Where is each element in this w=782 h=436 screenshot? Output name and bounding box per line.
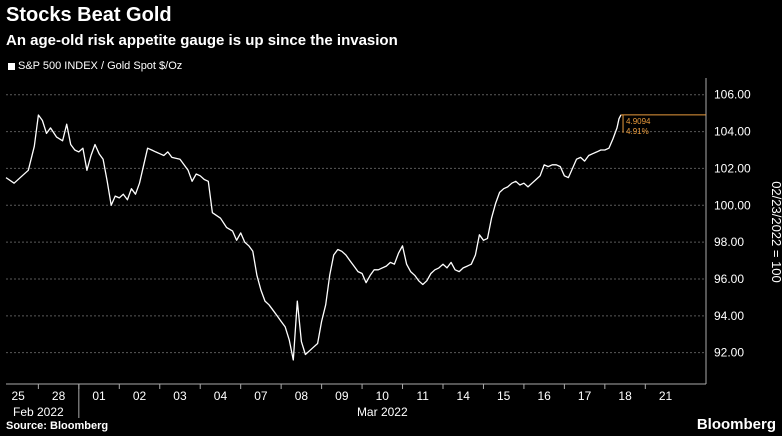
xtick-label-8: 09	[335, 389, 349, 403]
chart-subtitle: An age-old risk appetite gauge is up sin…	[6, 32, 398, 49]
ytick-label-4: 100.00	[714, 198, 751, 212]
ytick-label-2: 96.00	[714, 272, 744, 286]
chart-title: Stocks Beat Gold	[6, 4, 172, 26]
series-line-0	[5, 114, 622, 361]
xgroup-label-1: Mar 2022	[357, 405, 408, 419]
axes: 92.00 94.00 96.00 98.00 100.00 102.00 104.00 10…	[6, 78, 782, 419]
y-axis-title: 02/23/2022 = 100	[769, 181, 782, 283]
source-note: Source: Bloomberg	[6, 420, 109, 432]
ytick-label-5: 102.00	[714, 161, 751, 175]
xgroup-label-0: Feb 2022	[13, 405, 64, 419]
xtick-label-11: 14	[457, 389, 471, 403]
brand-logo: Bloomberg	[696, 416, 776, 433]
ytick-label-1: 94.00	[714, 309, 744, 323]
xtick-label-15: 18	[618, 389, 632, 403]
xtick-label-4: 03	[173, 389, 187, 403]
xtick-label-7: 08	[295, 389, 309, 403]
grid	[6, 94, 706, 354]
series-layer	[5, 114, 622, 361]
xtick-label-16: 21	[659, 389, 673, 403]
legend-label: S&P 500 INDEX / Gold Spot $/Oz	[18, 60, 183, 72]
xtick-label-3: 02	[133, 389, 147, 403]
legend: S&P 500 INDEX / Gold Spot $/Oz	[8, 60, 182, 72]
xtick-label-13: 16	[537, 389, 551, 403]
legend-swatch	[8, 62, 15, 70]
last-value-label: 4.9094	[626, 117, 651, 126]
xtick-label-1: 28	[52, 389, 66, 403]
xtick-label-9: 10	[376, 389, 390, 403]
xtick-label-2: 01	[92, 389, 106, 403]
change-pct-label: 4.91%	[626, 127, 649, 136]
xtick-label-0: 25	[11, 389, 25, 403]
xtick-label-5: 04	[214, 389, 228, 403]
xtick-label-6: 07	[254, 389, 268, 403]
xtick-label-12: 15	[497, 389, 511, 403]
ytick-label-3: 98.00	[714, 235, 744, 249]
ytick-label-0: 92.00	[714, 346, 744, 360]
ytick-label-7: 106.00	[714, 88, 751, 102]
xtick-label-10: 11	[417, 389, 430, 403]
ytick-label-6: 104.00	[714, 125, 751, 139]
xtick-label-14: 17	[578, 389, 592, 403]
